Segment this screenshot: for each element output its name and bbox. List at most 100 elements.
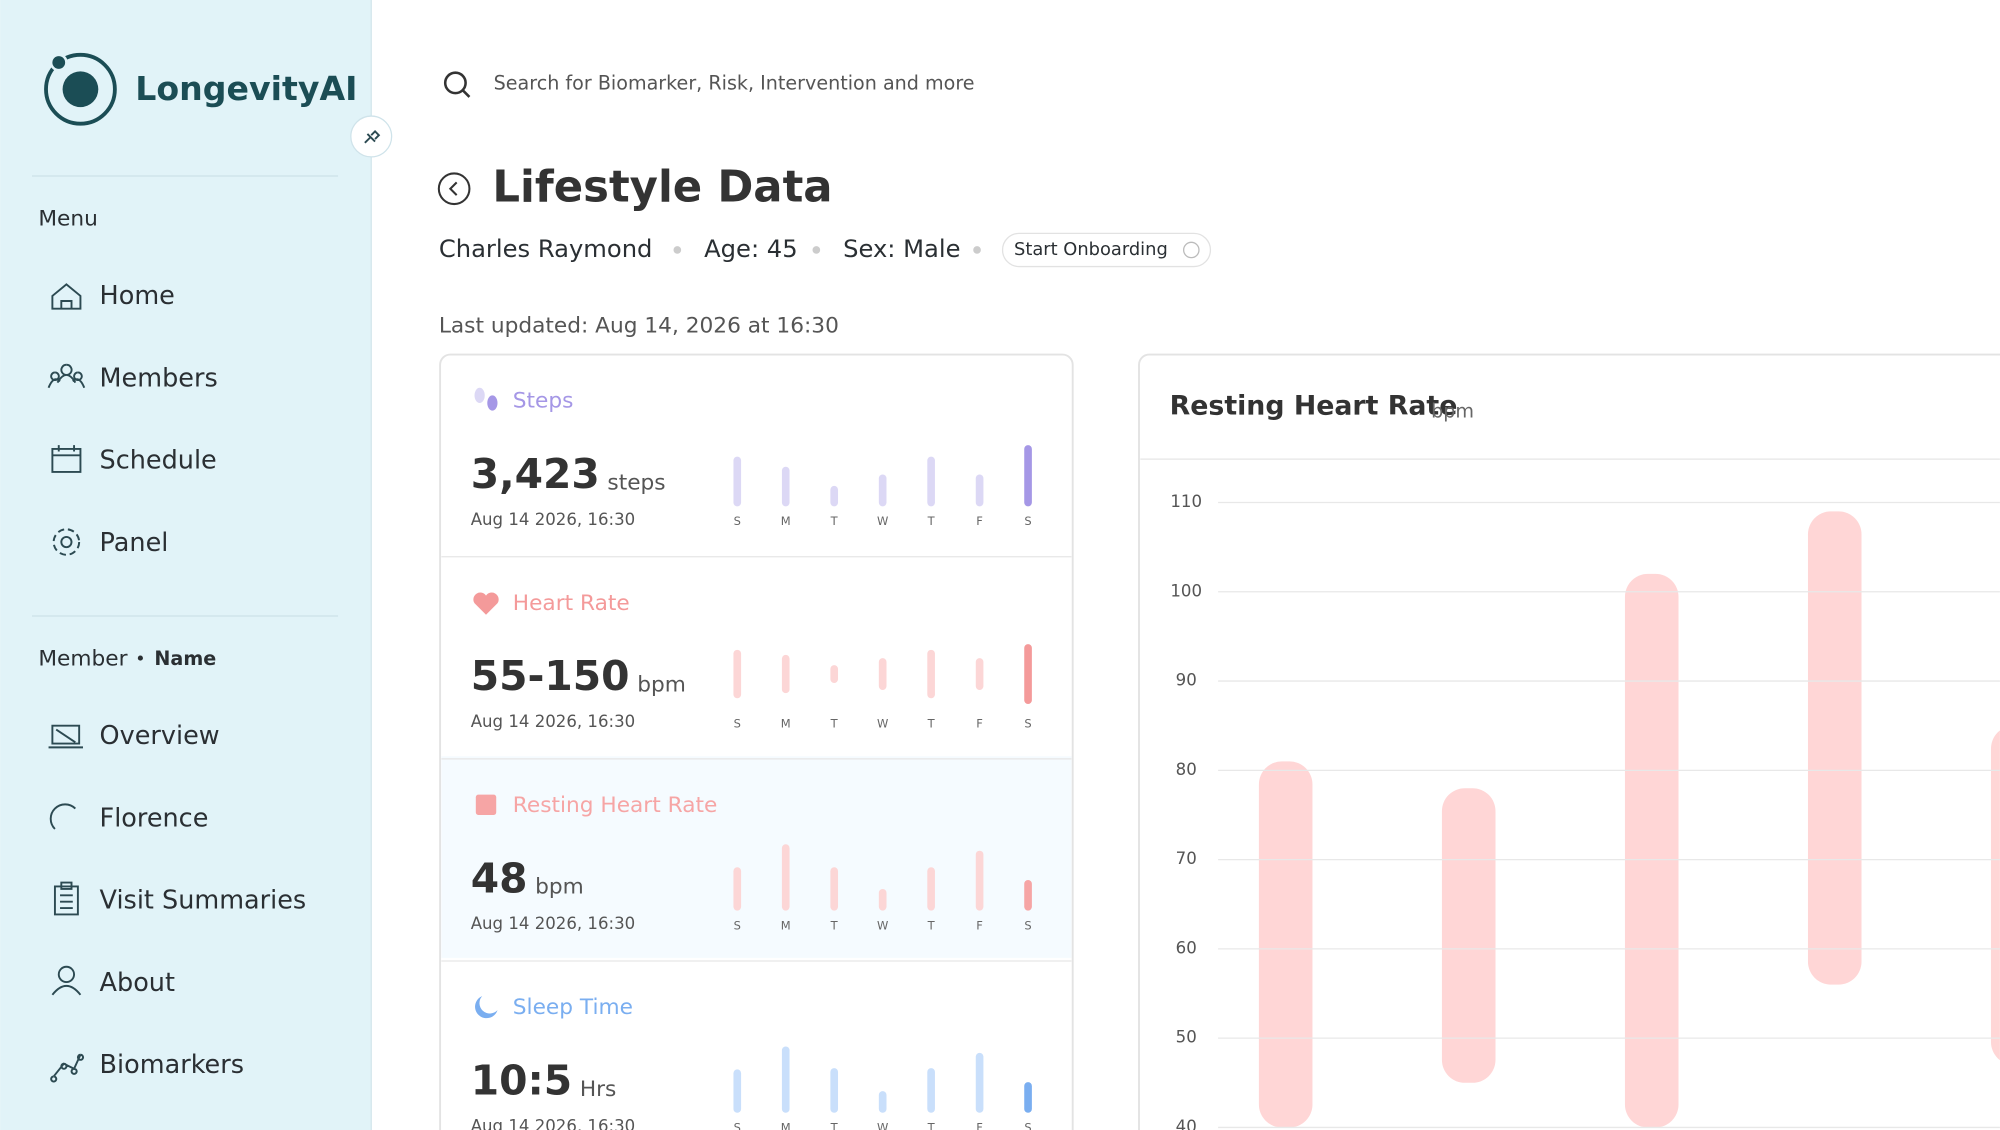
day-label: F (976, 514, 983, 528)
day-label: M (781, 918, 791, 932)
mini-bar (975, 1052, 984, 1113)
separator-dot (137, 655, 143, 661)
menu-item[interactable]: Panel (100, 528, 169, 558)
card-timestamp: Aug 14 2026, 16:30 (471, 1116, 636, 1130)
mini-bar (830, 485, 839, 507)
card-value: 10:5 (471, 1056, 572, 1104)
separator-dot (812, 246, 821, 254)
menu-label: Menu (38, 206, 98, 231)
mini-bar (927, 867, 935, 911)
day-label: S (1024, 1121, 1031, 1130)
member-name: Name (154, 647, 216, 670)
card-icon (475, 996, 498, 1019)
day-label: T (927, 514, 936, 528)
day-label: T (927, 716, 936, 730)
card-name: Sleep Time (513, 995, 633, 1020)
y-tick-label: 40 (1176, 1117, 1197, 1130)
plot (1258, 511, 2000, 1128)
day-label: W (877, 918, 888, 932)
range-bar (1624, 573, 1679, 1128)
mini-bar (927, 1068, 935, 1113)
member-label: Member (38, 646, 127, 671)
mini-bar (878, 888, 887, 911)
day-label: S (1024, 918, 1031, 932)
mini-bar (733, 649, 742, 699)
y-tick-label: 70 (1176, 849, 1197, 868)
menu-item[interactable]: Overview (100, 721, 220, 751)
card-icon (475, 794, 497, 815)
mini-bar (1024, 880, 1032, 911)
last-updated: Last updated: Aug 14, 2026 at 16:30 (439, 314, 839, 339)
menu-item[interactable]: Visit Summaries (100, 886, 307, 916)
metric-card[interactable]: Steps 3,423 steps Aug 14 2026, 16:30 S M T W T F S (471, 387, 1032, 529)
range-bar (1258, 761, 1313, 1128)
card-timestamp: Aug 14 2026, 16:30 (471, 914, 636, 933)
mini-bar (830, 1068, 839, 1113)
mini-bar (975, 658, 984, 690)
mini-bar (781, 654, 790, 694)
mini-bar (927, 649, 935, 699)
day-label: S (734, 716, 741, 730)
day-label: S (734, 1121, 741, 1130)
card-timestamp: Aug 14 2026, 16:30 (471, 712, 636, 731)
y-tick-label: 60 (1176, 938, 1197, 957)
menu-item[interactable]: Florence (100, 803, 209, 833)
range-bar (1990, 730, 2000, 1061)
mini-bar (878, 658, 887, 690)
day-label: T (830, 514, 839, 528)
card-icon (473, 592, 499, 615)
search-input[interactable]: Search for Biomarker, Risk, Intervention… (494, 72, 975, 95)
logo (44, 52, 117, 126)
day-label: F (976, 716, 983, 730)
card-unit: Hrs (580, 1077, 617, 1102)
day-label: F (976, 918, 983, 932)
patient-sex: Sex: Male (843, 235, 960, 263)
mini-bar (1024, 1082, 1032, 1113)
mini-bar (927, 456, 935, 507)
mini-bar (975, 850, 984, 911)
back-button[interactable] (437, 172, 471, 206)
day-label: T (927, 918, 936, 932)
chart-title: Resting Heart Rate (1170, 390, 1458, 421)
mini-bar (781, 466, 790, 507)
back-icon (448, 181, 458, 196)
onboarding-button[interactable] (1001, 232, 1212, 268)
day-label: S (734, 918, 741, 932)
menu-item[interactable]: Biomarkers (100, 1050, 244, 1080)
card-icon (474, 387, 485, 404)
patient-name: Charles Raymond (439, 235, 653, 263)
metric-card[interactable]: Resting Heart Rate 48 bpm Aug 14 2026, 16:3… (441, 758, 1072, 933)
card-name: Steps (513, 389, 574, 414)
card-unit: steps (607, 470, 665, 495)
metric-card[interactable]: Sleep Time 10:5 Hrs Aug 14 2026, 16:30 S M T W T… (441, 960, 1072, 1130)
pin-icon (364, 130, 381, 144)
day-label: T (830, 918, 839, 932)
mini-bar (830, 665, 839, 683)
day-label: M (781, 1121, 791, 1130)
day-label: T (830, 1121, 839, 1130)
menu-item[interactable]: Members (100, 363, 218, 393)
y-tick-label: 110 (1170, 492, 1202, 511)
mini-bar (975, 474, 984, 507)
card-icon (487, 395, 498, 411)
chart-panel (1138, 353, 2000, 1130)
mini-bar (781, 844, 790, 911)
search-icon (462, 89, 471, 98)
menu-item[interactable]: About (100, 968, 175, 998)
range-bar (1807, 511, 1862, 985)
menu-item[interactable]: Home (100, 281, 175, 311)
mini-bar (878, 1091, 887, 1113)
mini-bar (733, 1069, 742, 1113)
menu-item[interactable]: Schedule (100, 446, 217, 476)
separator-dot (673, 246, 682, 254)
selected-card (441, 756, 1072, 958)
search-icon (443, 71, 467, 95)
day-label: W (877, 1121, 888, 1130)
card-name: Heart Rate (513, 591, 630, 616)
separator-dot (973, 246, 981, 254)
card-value: 55-150 (471, 652, 630, 700)
y-tick-label: 50 (1176, 1028, 1197, 1047)
